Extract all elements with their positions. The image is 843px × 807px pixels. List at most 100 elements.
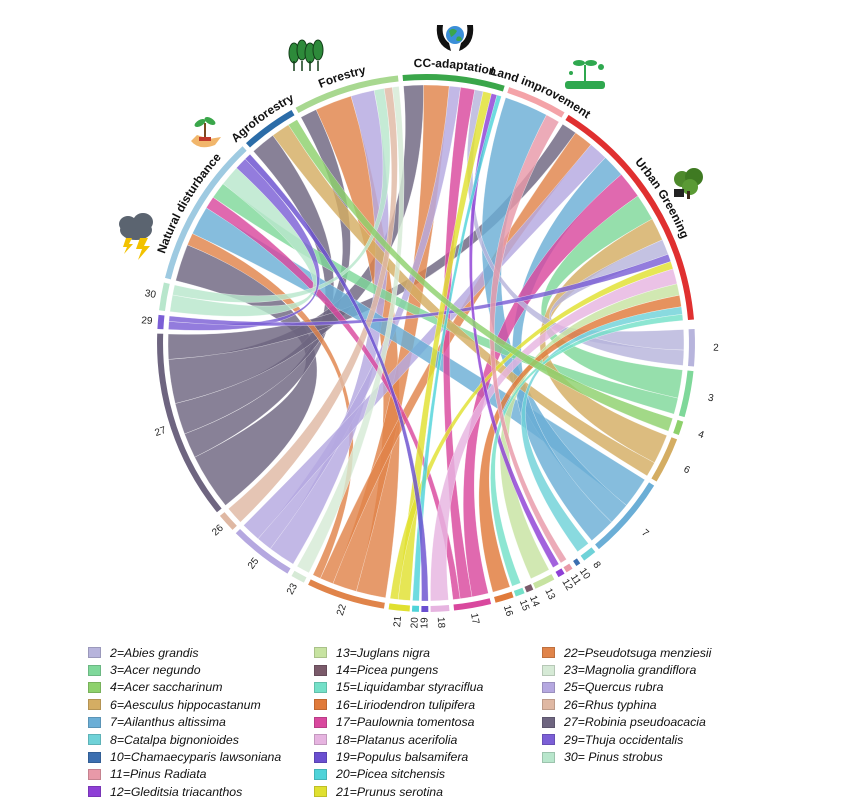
legend-item-21: 21=Prunus serotina [314,783,483,800]
species-label-20: 20 [409,617,420,629]
species-arc-14 [524,584,534,593]
species-arc-8 [580,547,596,561]
legend-label: 3=Acer negundo [110,663,201,678]
legend-item-6: 6=Aesculus hippocastanum [88,696,281,713]
species-arc-27 [157,333,222,513]
legend-item-27: 27=Robinia pseudoacacia [542,714,711,731]
legend-item-2: 2=Abies grandis [88,644,281,661]
species-arcs [157,282,695,613]
species-arc-3 [678,370,694,418]
legend-swatch [542,681,555,693]
species-label-26: 26 [210,522,226,538]
legend: 2=Abies grandis 3=Acer negundo 4=Acer sacc… [88,644,828,804]
species-arc-13 [532,574,555,589]
legend-item-14: 14=Picea pungens [314,661,483,678]
species-arc-26 [219,512,237,530]
species-label-23: 23 [285,581,300,596]
chord-11-to-4 [489,114,567,564]
species-label-8: 8 [590,560,602,571]
sector-icons [119,25,703,260]
chord-30-to-0 [169,167,317,317]
species-label-2: 2 [713,343,719,354]
species-label-4: 4 [697,429,706,441]
species-arc-7 [595,482,655,550]
legend-item-20: 20=Picea sitchensis [314,766,483,783]
chord-18-to-5 [430,268,678,602]
legend-label: 15=Liquidambar styraciflua [336,680,484,695]
sector-arc-0 [164,146,247,280]
legend-swatch [88,768,101,780]
legend-label: 29=Thuja occidentalis [564,732,684,747]
chord-29-to-5 [168,254,671,327]
species-label-13: 13 [542,587,557,602]
chord-3-to-0 [212,183,679,415]
legend-label: 14=Picea pungens [336,663,439,678]
species-label-14: 14 [527,594,542,609]
legend-swatch [314,664,327,676]
sector-arc-2 [295,75,399,114]
legend-item-3: 3=Acer negundo [88,661,281,678]
species-arc-2 [688,328,695,367]
legend-swatch [542,647,555,659]
legend-column-1: 2=Abies grandis 3=Acer negundo 4=Acer sacc… [88,644,281,801]
species-arc-25 [235,528,291,574]
sector-arc-5 [565,114,694,321]
legend-swatch [314,768,327,780]
hand-plant-icon [191,117,221,148]
legend-label: 21=Prunus serotina [336,784,443,799]
legend-swatch [88,734,101,746]
chord-25-to-5 [243,144,606,540]
urban-tree-icon [674,168,703,199]
species-arc-30 [159,282,170,311]
legend-item-18: 18=Platanus acerifolia [314,731,483,748]
legend-swatch [542,664,555,676]
legend-label: 12=Gleditsia triacanthos [110,784,243,799]
legend-item-15: 15=Liquidambar styraciflua [314,679,483,696]
species-arc-11 [563,563,573,573]
species-arc-23 [291,570,307,583]
legend-swatch [314,716,327,728]
legend-swatch [314,681,327,693]
legend-item-16: 16=Liriodendron tulipifera [314,696,483,713]
legend-label: 13=Juglans nigra [336,645,431,660]
legend-item-4: 4=Acer saccharinum [88,679,281,696]
legend-item-29: 29=Thuja occidentalis [542,731,711,748]
species-label-25: 25 [246,556,262,572]
legend-item-30: 30= Pinus strobus [542,748,711,765]
legend-label: 16=Liriodendron tulipifera [336,697,476,712]
legend-swatch [314,699,327,711]
storm-cloud-icon [119,213,153,260]
sector-arc-4 [507,87,565,118]
species-arc-12 [555,568,565,578]
species-arc-21 [388,603,410,612]
legend-label: 8=Catalpa bignonioides [110,732,239,747]
legend-swatch [314,786,327,798]
legend-label: 19=Populus balsamifera [336,750,469,765]
legend-label: 17=Paulownia tomentosa [336,715,475,730]
species-label-30: 30 [144,288,157,301]
chord-20-to-3 [412,94,502,602]
species-arc-10 [573,558,581,567]
sector-arc-3 [402,73,505,92]
legend-item-10: 10=Chamaecyparis lawsoniana [88,748,281,765]
legend-label: 18=Platanus acerifolia [336,732,458,747]
species-label-6: 6 [682,464,692,477]
species-label-21: 21 [392,615,404,628]
chord-16-to-5 [478,295,682,593]
sector-arcs [164,73,694,321]
legend-label: 30= Pinus strobus [564,750,663,765]
trees-icon [288,39,324,71]
legend-swatch [542,716,555,728]
legend-item-26: 26=Rhus typhina [542,696,711,713]
species-label-3: 3 [707,393,715,405]
legend-label: 11=Pinus Radiata [110,767,207,782]
legend-swatch [314,751,327,763]
seedling-icon [565,60,605,89]
legend-label: 25=Quercus rubra [564,680,664,695]
legend-label: 22=Pseudotsuga menziesii [564,645,712,660]
legend-swatch [88,664,101,676]
chord-30-to-2 [172,88,391,303]
legend-item-22: 22=Pseudotsuga menziesii [542,644,711,661]
chord-6-to-1 [272,124,655,477]
